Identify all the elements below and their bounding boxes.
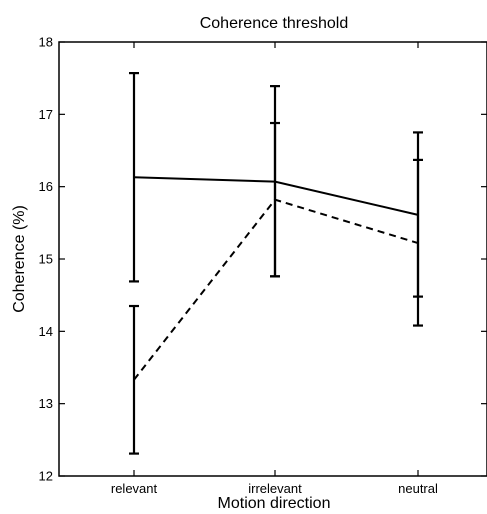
x-tick-label: irrelevant <box>248 481 302 496</box>
error-bar-solid <box>129 72 139 283</box>
y-tick-label: 16 <box>39 179 53 194</box>
y-tick-label: 18 <box>39 35 53 50</box>
y-tick-label: 14 <box>39 324 53 339</box>
y-tick-label: 15 <box>39 252 53 267</box>
plot-series <box>129 72 423 455</box>
error-bar-dashed <box>270 121 280 278</box>
plot-frame <box>58 41 487 477</box>
error-bar-dashed <box>129 304 139 455</box>
x-tick-label: relevant <box>111 481 158 496</box>
y-tick-label: 13 <box>39 396 53 411</box>
y-tick-label: 12 <box>39 469 53 484</box>
y-tick-label: 17 <box>39 107 53 122</box>
x-axis-label: Motion direction <box>218 495 331 512</box>
y-axis-ticks: 12 13 14 15 16 17 18 <box>39 35 487 484</box>
x-axis-ticks: relevant irrelevant neutral <box>111 42 438 496</box>
error-bar-dashed <box>413 158 423 298</box>
chart-title: Coherence threshold <box>200 15 349 32</box>
x-tick-label: neutral <box>398 481 438 496</box>
y-axis-label: Coherence (%) <box>11 205 28 313</box>
